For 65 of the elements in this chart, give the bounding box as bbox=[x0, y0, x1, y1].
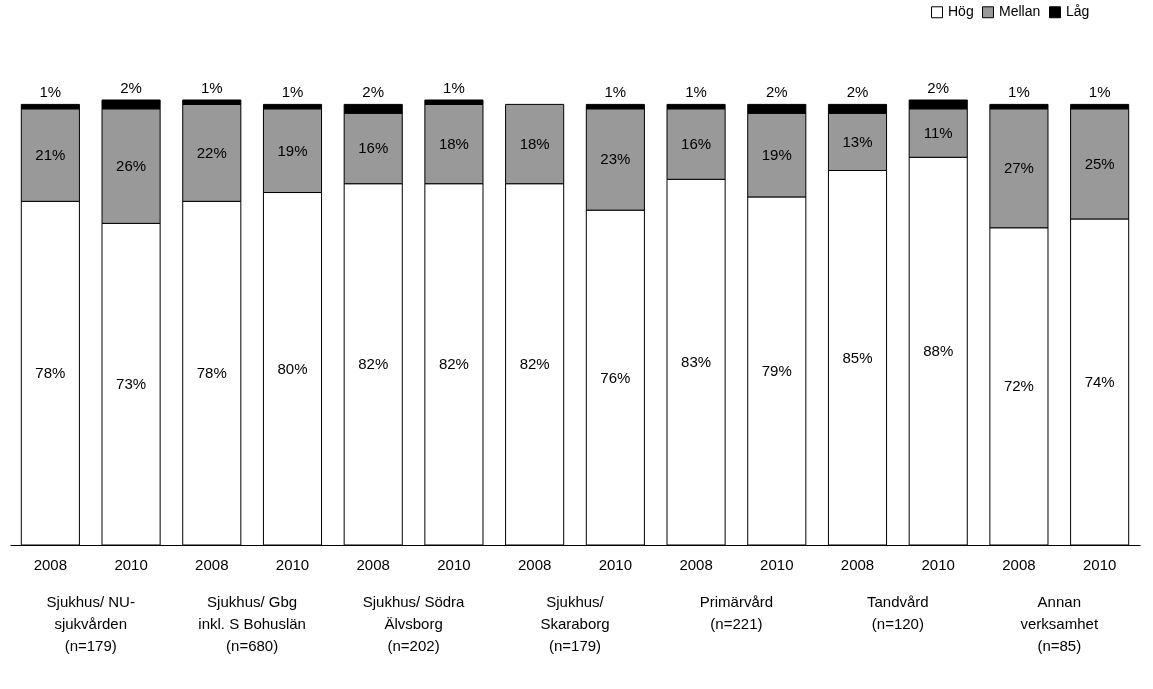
data-label: 82% bbox=[358, 355, 389, 373]
data-label: 2% bbox=[362, 83, 385, 101]
data-label: 1% bbox=[604, 83, 627, 101]
x-tick-label: 2008 bbox=[840, 555, 875, 573]
data-label: 2% bbox=[120, 79, 142, 96]
data-label: 25% bbox=[1084, 154, 1115, 172]
data-label: 22% bbox=[196, 143, 227, 161]
x-tick-label: 2010 bbox=[598, 555, 633, 573]
data-label: 85% bbox=[842, 348, 873, 366]
data-label: 23% bbox=[600, 150, 631, 168]
data-label: 88% bbox=[923, 342, 954, 360]
x-tick-label: 2010 bbox=[921, 555, 955, 573]
data-label: 1% bbox=[685, 83, 707, 101]
x-tick-label: 2008 bbox=[1002, 555, 1036, 573]
x-tick-label: 2010 bbox=[1082, 555, 1117, 573]
data-label: 76% bbox=[600, 368, 631, 386]
data-label: 16% bbox=[681, 135, 712, 153]
x-tick-label: 2008 bbox=[517, 555, 552, 573]
data-label: 82% bbox=[519, 355, 550, 373]
legend-label: Hög bbox=[948, 3, 974, 20]
data-label: 13% bbox=[842, 132, 873, 150]
data-label: 19% bbox=[277, 141, 308, 159]
data-label: 1% bbox=[39, 83, 62, 101]
text: Sjukhus/ Södra Älvsborg (n=202) bbox=[362, 593, 466, 654]
data-label: 82% bbox=[438, 355, 469, 373]
data-label: 78% bbox=[196, 364, 227, 382]
x-tick-label: 2008 bbox=[679, 555, 713, 573]
data-label: 19% bbox=[761, 146, 792, 164]
data-label: 21% bbox=[35, 146, 66, 164]
data-label: 72% bbox=[1003, 377, 1034, 395]
data-label: 26% bbox=[116, 157, 147, 175]
text: Sjukhus/ Gbg inkl. S Bohuslän (n=680) bbox=[198, 593, 306, 654]
x-tick-label: 2010 bbox=[760, 555, 794, 573]
data-label: 16% bbox=[358, 139, 389, 157]
data-label: 1% bbox=[281, 83, 304, 101]
text: Sjukhus/ Skaraborg (n=179) bbox=[540, 593, 610, 654]
data-label: 27% bbox=[1003, 159, 1034, 177]
x-tick-label: 2010 bbox=[114, 555, 148, 573]
x-tick-label: 2008 bbox=[195, 555, 229, 573]
data-label: 80% bbox=[277, 359, 308, 377]
data-label: 2% bbox=[927, 79, 950, 96]
data-label: 78% bbox=[35, 364, 66, 382]
data-label: 18% bbox=[519, 135, 550, 153]
data-label: 1% bbox=[443, 79, 465, 96]
x-tick-label: 2010 bbox=[437, 555, 471, 573]
x-tick-label: 2008 bbox=[33, 555, 68, 573]
data-label: 74% bbox=[1084, 372, 1115, 390]
data-label: 1% bbox=[1008, 83, 1030, 101]
data-label: 1% bbox=[1088, 83, 1111, 101]
data-label: 18% bbox=[438, 135, 469, 153]
data-label: 2% bbox=[846, 83, 869, 101]
text: Sjukhus/ NU- sjukvården (n=179) bbox=[46, 593, 135, 654]
data-label: 73% bbox=[116, 375, 147, 393]
data-label: 11% bbox=[923, 124, 953, 142]
x-tick-label: 2010 bbox=[275, 555, 310, 573]
text: Annan verksamhet (n=85) bbox=[1020, 593, 1099, 654]
data-label: 79% bbox=[761, 361, 792, 379]
legend-label: Låg bbox=[1066, 3, 1090, 20]
text: Tandvård (n=120) bbox=[867, 593, 929, 632]
x-tick-label: 2008 bbox=[356, 555, 390, 573]
legend-label: Mellan bbox=[999, 3, 1041, 20]
data-label: 83% bbox=[681, 353, 712, 371]
text: Primärvård (n=221) bbox=[699, 593, 774, 632]
data-label: 2% bbox=[765, 83, 788, 101]
data-label: 1% bbox=[200, 79, 223, 96]
